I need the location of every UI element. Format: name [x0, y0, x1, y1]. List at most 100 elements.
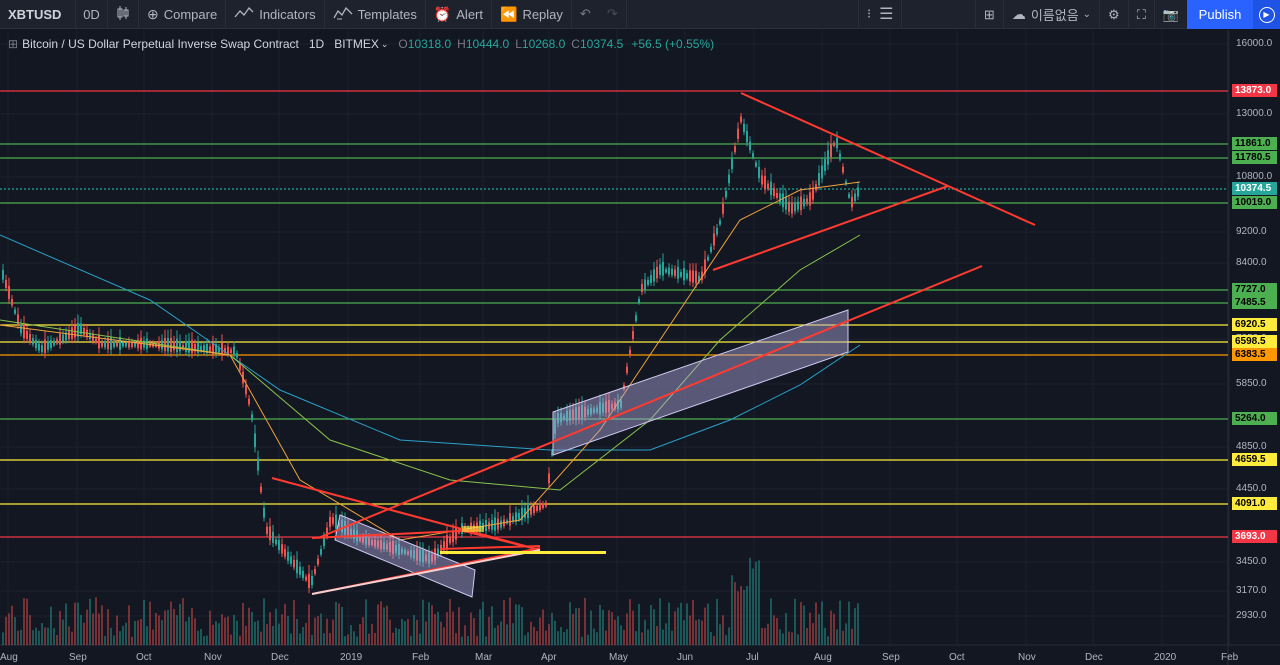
candle-body	[584, 406, 586, 418]
volume-bar	[740, 586, 742, 645]
layout-name-button[interactable]: ☁ 이름없음 ⌄	[1002, 0, 1099, 29]
volume-bar	[326, 618, 328, 645]
collapse-legend-icon[interactable]: ⊞	[8, 37, 19, 51]
volume-bar	[257, 620, 259, 645]
volume-bar	[221, 614, 223, 645]
candle-body	[194, 344, 196, 352]
templates-icon	[333, 6, 353, 23]
candle-body	[179, 340, 181, 352]
volume-bar	[41, 622, 43, 645]
volume-bar	[596, 632, 598, 645]
volume-bar	[143, 599, 145, 645]
volume-bar	[755, 561, 757, 645]
volume-bar	[662, 629, 664, 645]
volume-bar	[146, 626, 148, 645]
volume-bar	[554, 620, 556, 645]
support-line	[311, 549, 541, 595]
publish-menu-button[interactable]: ▶	[1253, 0, 1280, 29]
volume-bar	[236, 620, 238, 645]
fullscreen-button[interactable]: ⛶	[1127, 0, 1154, 29]
candle-body	[341, 519, 343, 533]
templates-button[interactable]: Templates	[325, 0, 426, 29]
candle-body	[824, 159, 826, 171]
volume-bar	[224, 617, 226, 645]
candle-body	[752, 153, 754, 158]
undo-button[interactable]: ↶	[572, 0, 599, 29]
alarm-clock-icon: ⏰	[433, 5, 452, 22]
volume-bar	[650, 604, 652, 645]
candle-body	[839, 153, 841, 160]
volume-bar	[269, 612, 271, 645]
candle-body	[359, 536, 361, 542]
indicators-button[interactable]: Indicators	[226, 0, 325, 29]
candle-body	[641, 284, 643, 292]
x-tick-label: Feb	[1221, 652, 1239, 663]
y-tick-label: 8400.0	[1236, 257, 1267, 268]
publish-button[interactable]: Publish	[1187, 0, 1253, 29]
volume-bar	[392, 632, 394, 645]
right-toolbar: ⊞ ☁ 이름없음 ⌄ ⚙ ⛶ 📷	[974, 0, 1187, 29]
chart-type-button[interactable]	[108, 0, 139, 29]
settings-button[interactable]: ⚙	[1099, 0, 1128, 29]
layout-button[interactable]: ⊞	[974, 0, 1003, 29]
candle-body	[629, 349, 631, 356]
volume-bar	[119, 631, 121, 645]
candle-body	[404, 550, 406, 555]
replay-button[interactable]: ⏪ Replay	[492, 0, 572, 29]
alert-button[interactable]: ⏰ Alert	[426, 0, 492, 29]
volume-bar	[98, 613, 100, 645]
candle-body	[650, 275, 652, 283]
candle-body	[206, 344, 208, 353]
more-menu-button[interactable]: ⁝ ☰	[858, 0, 903, 29]
volume-bar	[569, 602, 571, 645]
candle-body	[806, 198, 808, 205]
redo-button[interactable]: ↷	[599, 0, 627, 29]
volume-bar	[746, 586, 748, 645]
cloud-icon: ☁	[1011, 6, 1026, 22]
volume-bar	[629, 599, 631, 645]
volume-bar	[632, 610, 634, 645]
volume-bar	[110, 627, 112, 645]
volume-bar	[158, 615, 160, 645]
x-tick-label: Jul	[746, 652, 759, 663]
volume-bar	[599, 604, 601, 645]
volume-bar	[404, 621, 406, 645]
volume-bar	[323, 633, 325, 645]
interval-selector[interactable]: 0D	[76, 0, 108, 29]
volume-bar	[485, 636, 487, 645]
candle-body	[368, 537, 370, 545]
volume-bar	[728, 627, 730, 645]
candle-body	[449, 537, 451, 544]
candle-body	[416, 548, 418, 561]
volume-bar	[32, 630, 34, 645]
price-level-label: 4659.5	[1232, 453, 1277, 466]
volume-bar	[167, 609, 169, 645]
candle-body	[857, 187, 859, 197]
candle-body	[380, 540, 382, 550]
candle-body	[323, 537, 325, 547]
candle-body	[848, 194, 850, 198]
candle-body	[803, 198, 805, 207]
volume-bar	[692, 600, 694, 645]
x-tick-label: Oct	[949, 652, 965, 663]
x-tick-label: Sep	[69, 652, 87, 663]
candle-body	[782, 193, 784, 208]
candle-body	[236, 353, 238, 358]
candle-body	[272, 531, 274, 543]
candle-body	[767, 183, 769, 190]
candle-body	[251, 414, 253, 421]
rewind-icon: ⏪	[500, 5, 518, 22]
volume-bar	[239, 635, 241, 645]
price-chart[interactable]	[0, 30, 1280, 665]
compare-button[interactable]: ⊕ Compare	[139, 0, 227, 29]
volume-bar	[377, 604, 379, 645]
volume-bar	[764, 628, 766, 645]
volume-bar	[851, 628, 853, 645]
volume-bar	[149, 601, 151, 645]
volume-bar	[443, 627, 445, 645]
volume-bar	[218, 623, 220, 645]
symbol-search[interactable]: XBTUSD	[0, 0, 76, 29]
trend-line	[317, 265, 983, 539]
screenshot-button[interactable]: 📷	[1153, 0, 1187, 29]
candle-body	[542, 503, 544, 508]
